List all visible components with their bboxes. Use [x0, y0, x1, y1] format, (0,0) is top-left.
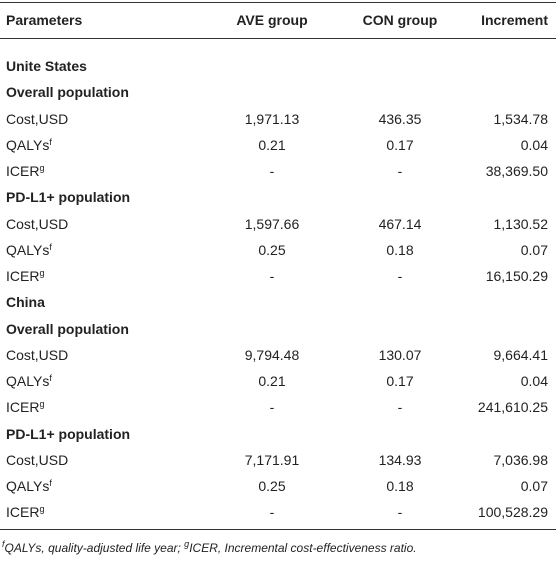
value-cell: 0.25 — [258, 241, 286, 258]
value-cell: 134.93 — [378, 451, 422, 468]
label-text: ICER — [6, 399, 40, 416]
footnote: fQALYs, quality-adjusted life year; gICE… — [2, 539, 417, 556]
top-rule — [0, 2, 556, 3]
value-cell: 1,971.13 — [244, 110, 300, 127]
value-cell: 0.17 — [386, 373, 414, 389]
row-label: ICERg — [6, 397, 44, 417]
row-label: Cost,USD — [6, 110, 69, 127]
label-text: QALYs — [6, 373, 50, 389]
label-superscript: g — [39, 163, 45, 173]
value-cell: 0.18 — [386, 241, 414, 258]
label-superscript: f — [49, 136, 52, 147]
value-cell: 7,036.98 — [493, 451, 549, 468]
value-cell: 0.04 — [520, 373, 548, 389]
header-rule — [0, 38, 556, 39]
footnote-text: ICER, Incremental cost-effectiveness rat… — [189, 541, 417, 555]
value-cell: 436.35 — [378, 110, 422, 127]
value-cell: 9,794.48 — [244, 346, 300, 363]
value-cell: 9,664.41 — [493, 346, 549, 363]
section-heading: PD-L1+ population — [6, 425, 131, 442]
value-cell: - — [397, 268, 403, 284]
section-heading: Overall population — [6, 320, 129, 337]
value-cell: 1,534.78 — [493, 110, 549, 127]
value-cell: - — [269, 504, 275, 521]
value-cell: 0.25 — [258, 478, 286, 494]
value-cell: 241,610.25 — [477, 399, 548, 416]
value-cell: 0.21 — [258, 373, 286, 389]
footnote-superscript: g — [184, 539, 190, 549]
row-label: Cost,USD — [6, 451, 69, 468]
value-cell: 1,130.52 — [493, 215, 549, 232]
row-label: Cost,USD — [6, 346, 69, 363]
row-label: QALYsf — [6, 135, 52, 155]
label-superscript: g — [39, 504, 45, 515]
value-cell: - — [269, 163, 275, 179]
value-cell: 467.14 — [378, 215, 422, 232]
row-label: ICERg — [6, 502, 44, 522]
value-cell: 38,369.50 — [485, 163, 548, 179]
value-cell: 0.21 — [258, 136, 286, 153]
label-text: QALYs — [6, 478, 50, 494]
row-label: ICERg — [6, 266, 44, 286]
row-label: QALYsf — [6, 371, 52, 391]
row-label: QALYsf — [6, 240, 52, 260]
footnote-superscript: f — [2, 539, 5, 549]
label-superscript: g — [39, 399, 45, 410]
label-text: ICER — [6, 504, 40, 521]
value-cell: 16,150.29 — [485, 268, 548, 284]
value-cell: - — [397, 504, 403, 521]
value-cell: 1,597.66 — [244, 215, 300, 232]
value-cell: 100,528.29 — [477, 504, 548, 521]
row-label: Cost,USD — [6, 215, 69, 232]
value-cell: 130.07 — [378, 346, 422, 363]
label-text: ICER — [6, 163, 40, 179]
section-heading: China — [6, 294, 45, 311]
label-superscript: f — [49, 478, 52, 488]
footnote-text: QALYs, quality-adjusted life year; — [4, 541, 185, 555]
bottom-rule — [0, 529, 556, 530]
section-heading: Unite States — [6, 58, 87, 74]
value-cell: - — [397, 163, 403, 179]
section-heading: Overall population — [6, 84, 129, 101]
label-superscript: f — [49, 373, 52, 383]
header-cell: CON group — [362, 12, 438, 28]
row-label: QALYsf — [6, 476, 52, 496]
value-cell: 0.07 — [520, 241, 548, 258]
value-cell: 0.17 — [386, 136, 414, 153]
value-cell: 0.18 — [386, 478, 414, 494]
label-text: QALYs — [6, 241, 50, 258]
value-cell: 0.07 — [520, 478, 548, 494]
section-heading: PD-L1+ population — [6, 189, 131, 206]
header-cell: Increment — [481, 12, 548, 28]
label-superscript: g — [39, 268, 45, 278]
label-text: ICER — [6, 268, 40, 284]
header-cell: AVE group — [236, 12, 308, 28]
label-superscript: f — [49, 241, 52, 252]
value-cell: - — [269, 268, 275, 284]
value-cell: 7,171.91 — [244, 451, 300, 468]
header-cell: Parameters — [6, 12, 83, 28]
value-cell: - — [397, 399, 403, 416]
label-text: QALYs — [6, 136, 50, 153]
row-label: ICERg — [6, 161, 44, 181]
value-cell: 0.04 — [520, 136, 548, 153]
value-cell: - — [269, 399, 275, 416]
